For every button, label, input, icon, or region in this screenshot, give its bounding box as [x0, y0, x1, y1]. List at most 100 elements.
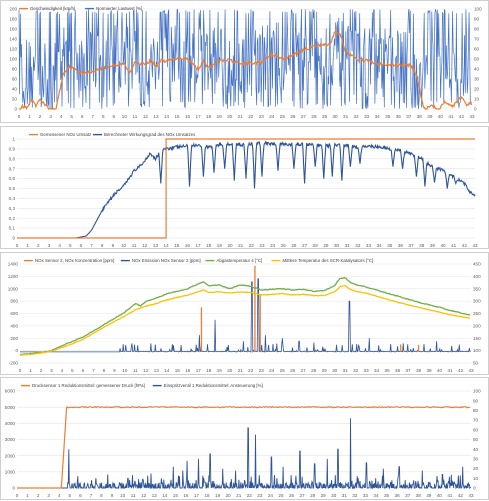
x-tick-label: 17: [196, 368, 202, 373]
x-tick-label: 25: [281, 243, 287, 248]
x-tick-label: 5: [69, 493, 72, 498]
y-tick-label-right: 60: [473, 427, 479, 432]
x-tick-label: 29: [321, 493, 327, 498]
y-tick-label-right: 50: [473, 437, 479, 442]
x-tick-label: 19: [215, 493, 221, 498]
y-tick-label-right: 10: [474, 97, 480, 102]
y-tick-label-left: 1000: [8, 286, 19, 291]
x-tick-label: 22: [249, 243, 255, 248]
x-tick-label: 38: [417, 114, 423, 119]
y-tick-label-left: 0,1: [9, 226, 16, 231]
x-tick-label: 11: [132, 243, 137, 248]
x-tick-label: 9: [113, 368, 116, 373]
x-tick-label: 15: [173, 493, 179, 498]
y-tick-label-right: 90: [473, 398, 479, 403]
y-tick-label-left: 20: [12, 97, 18, 102]
x-tick-label: 24: [269, 368, 275, 373]
x-tick-label: 43: [468, 368, 474, 373]
x-tick-label: 35: [385, 114, 391, 119]
x-tick-label: 43: [468, 493, 474, 498]
x-tick-label: 43: [472, 243, 478, 248]
y-tick-label-left: 3000: [5, 437, 16, 442]
x-tick-label: 7: [90, 493, 93, 498]
x-tick-label: 15: [174, 243, 180, 248]
y-tick-label-right: 0: [474, 107, 477, 112]
x-tick-label: 2: [39, 114, 42, 119]
x-tick-label: 20: [227, 368, 233, 373]
x-tick-label: 39: [426, 493, 432, 498]
x-tick-label: 0: [16, 243, 19, 248]
x-tick-label: 6: [81, 114, 84, 119]
x-tick-label: 7: [92, 368, 95, 373]
x-tick-label: 18: [206, 243, 212, 248]
x-tick-label: 42: [462, 243, 468, 248]
y-tick-label-left: 0,3: [9, 206, 16, 211]
x-tick-label: 24: [268, 493, 274, 498]
series-line-nox-emission: [20, 278, 471, 353]
y-tick-label-left: 0,8: [9, 156, 16, 161]
y-tick-label-left: 600: [10, 311, 18, 316]
x-tick-label: 16: [185, 243, 191, 248]
x-tick-label: 6: [82, 368, 85, 373]
x-tick-label: 25: [280, 114, 286, 119]
x-tick-label: 26: [290, 114, 296, 119]
x-tick-label: 22: [248, 368, 254, 373]
x-tick-label: 41: [447, 493, 453, 498]
legend-entry: Geschwindigkeit [km/h]: [30, 6, 75, 11]
legend-entry: Normierter Lastwert [%]: [96, 6, 142, 11]
y-tick-label-right: 50: [474, 57, 480, 62]
x-tick-label: 17: [194, 493, 200, 498]
legend-entry: Berechneter Wirkungsgrad des NOx Umsatze…: [104, 132, 196, 137]
y-tick-label-left: 120: [9, 47, 17, 52]
y-tick-label-right: 20: [473, 466, 479, 471]
x-tick-label: 36: [398, 243, 404, 248]
x-tick-label: 2: [40, 368, 43, 373]
x-tick-label: 30: [331, 493, 337, 498]
x-tick-label: 26: [291, 243, 297, 248]
gridlines: [17, 390, 471, 489]
y-tick-label-left: 2000: [5, 453, 16, 458]
x-tick-label: 19: [217, 368, 223, 373]
series-line-gemessener-nox-umsatz: [17, 138, 475, 239]
gridlines: [17, 138, 475, 239]
y-tick-label-left: 0: [12, 486, 15, 491]
x-tick-label: 25: [280, 368, 286, 373]
chart-nox-temperature: -200020040060080010001200140050100150200…: [8, 258, 481, 373]
x-tick-label: 4: [61, 368, 64, 373]
x-tick-label: 36: [395, 368, 401, 373]
y-tick-label-right: 70: [473, 418, 479, 423]
x-tick-label: 14: [164, 243, 170, 248]
x-tick-label: 23: [257, 493, 263, 498]
y-tick-label-left: 0: [12, 236, 15, 241]
series-line-normierter-lastwert: [18, 8, 472, 110]
x-tick-label: 28: [311, 114, 317, 119]
legend-entry: NOx Sensor 2, NOx Konzentration [ppm]: [35, 258, 114, 263]
x-tick-label: 12: [143, 368, 149, 373]
x-tick-label: 35: [387, 243, 393, 248]
x-tick-label: 0: [16, 493, 19, 498]
x-tick-label: 11: [132, 114, 137, 119]
x-tick-label: 20: [227, 114, 233, 119]
x-tick-label: 1: [26, 493, 29, 498]
x-tick-label: 1: [28, 114, 31, 119]
x-tick-label: 39: [426, 368, 432, 373]
y-tick-label-left: 1400: [8, 262, 19, 267]
x-tick-label: 14: [164, 114, 170, 119]
x-tick-label: 20: [226, 493, 232, 498]
x-tick-label: 8: [103, 368, 106, 373]
y-tick-label-left: 200: [9, 7, 17, 12]
series-line-scr-temperatur: [19, 284, 471, 356]
y-tick-label-left: 160: [9, 27, 17, 32]
x-tick-label: 10: [121, 243, 127, 248]
y-tick-label-left: 1000: [5, 469, 16, 474]
y-tick-label-left: 0,4: [9, 196, 16, 201]
y-tick-label-right: 450: [473, 262, 481, 267]
x-tick-label: 6: [80, 243, 83, 248]
x-tick-label: 41: [447, 368, 453, 373]
y-tick-label-left: 1200: [8, 274, 19, 279]
y-tick-label-right: 40: [474, 67, 480, 72]
x-tick-label: 40: [437, 493, 443, 498]
series-line-wirkungsgrad: [17, 140, 476, 239]
x-tick-label: 29: [323, 243, 329, 248]
